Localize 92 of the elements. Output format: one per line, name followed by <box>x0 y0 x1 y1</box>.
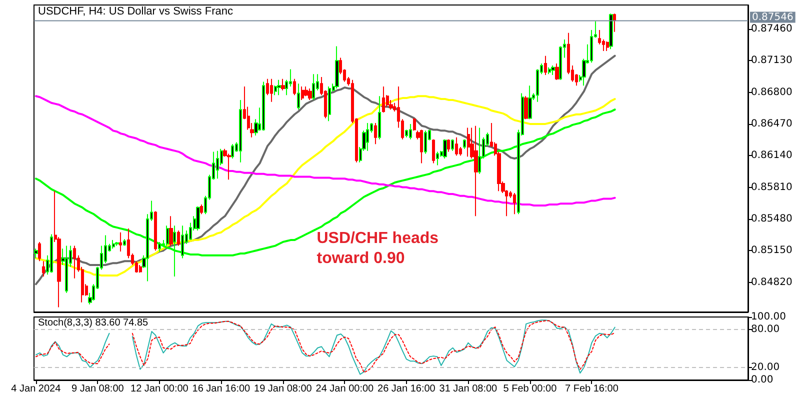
candlestick <box>366 122 369 152</box>
candlestick <box>389 99 393 110</box>
x-tick-label: 5 Feb 00:00 <box>503 384 558 394</box>
candlestick <box>196 206 200 231</box>
candlestick <box>139 264 142 274</box>
candlestick <box>166 225 169 246</box>
candlestick <box>73 245 76 279</box>
candlestick <box>528 85 532 120</box>
candlestick <box>42 260 45 278</box>
y-tick-label: 0.86800 <box>751 86 792 98</box>
line-series <box>34 54 616 286</box>
candlestick <box>169 216 173 246</box>
candlestick <box>382 86 385 113</box>
candlestick <box>609 13 613 50</box>
candlestick <box>328 86 331 122</box>
x-tick-label: 19 Jan 08:00 <box>254 384 312 394</box>
candlestick <box>463 138 466 150</box>
y-tick-label: 0.84820 <box>751 276 792 288</box>
ref-line-label: 0.87546 <box>752 12 794 24</box>
candlestick <box>65 245 68 294</box>
x-tick-label: 4 Jan 2024 <box>11 384 62 394</box>
x-tick-label: 31 Jan 08:00 <box>439 384 498 394</box>
candlestick <box>474 125 478 217</box>
y-tick-label: 80.00 <box>751 324 780 336</box>
y-tick-label: 0.85150 <box>751 245 792 256</box>
line-series <box>34 95 616 277</box>
y-tick-label: 0.85810 <box>751 182 792 193</box>
candlestick <box>451 138 454 152</box>
y-tick-label: 0.87130 <box>751 55 792 66</box>
candlestick <box>335 46 339 89</box>
candlestick <box>119 232 122 252</box>
candlestick <box>239 99 242 163</box>
candlestick <box>158 241 161 252</box>
candlestick <box>112 240 115 250</box>
x-tick-label: 9 Jan 08:00 <box>72 384 124 394</box>
y-tick-label: 0.86140 <box>751 150 792 162</box>
x-tick-label: 16 Jan 16:00 <box>192 384 251 394</box>
y-tick-label: 100.00 <box>751 312 786 322</box>
candlestick <box>513 192 516 215</box>
candlestick <box>443 138 447 159</box>
candlestick <box>378 96 381 140</box>
candlestick <box>293 78 296 96</box>
candlestick <box>467 127 470 158</box>
candlestick <box>436 151 439 166</box>
candlestick <box>420 129 423 164</box>
candlestick <box>374 122 377 145</box>
y-tick-label: 0.00 <box>751 374 774 386</box>
chart-title: Stoch(8,3,3) 83.60 74.85 <box>38 318 149 328</box>
candlestick <box>447 138 450 152</box>
candlestick <box>281 78 285 91</box>
candlestick <box>304 86 308 97</box>
y-tick-label: 20.00 <box>751 362 780 373</box>
candlestick <box>270 78 273 102</box>
candlestick <box>308 88 312 100</box>
candlestick <box>478 127 481 174</box>
x-tick-label: 7 Feb 16:00 <box>565 384 619 394</box>
candlestick <box>413 118 416 132</box>
x-tick-label: 26 Jan 16:00 <box>378 384 436 394</box>
y-tick-label: 0.85480 <box>751 213 792 224</box>
candlestick <box>50 234 53 274</box>
candlestick <box>544 55 547 76</box>
candlestick <box>301 86 304 100</box>
candlestick <box>551 64 555 76</box>
candlestick <box>297 83 300 110</box>
candlestick <box>227 153 231 180</box>
candlestick <box>548 66 551 75</box>
candlestick <box>38 241 41 262</box>
candlestick <box>312 74 315 100</box>
candlestick <box>262 81 265 132</box>
line-series <box>34 95 616 207</box>
x-tick-label: 12 Jan 00:00 <box>130 384 189 394</box>
candlestick <box>409 123 412 140</box>
candlestick <box>613 13 616 32</box>
candlestick <box>277 79 281 96</box>
candlestick <box>424 130 427 154</box>
candlestick <box>123 238 126 246</box>
candlestick <box>154 210 157 252</box>
candlestick <box>115 241 119 246</box>
y-tick-label: 0.86470 <box>751 118 792 130</box>
candlestick <box>524 96 528 120</box>
candlestick <box>216 150 219 180</box>
x-tick-label: 24 Jan 00:00 <box>316 384 374 394</box>
candlestick <box>455 136 458 156</box>
candlestick <box>606 40 609 52</box>
candlestick <box>432 138 435 164</box>
candlestick <box>231 144 234 159</box>
annotation: USD/CHF heads toward 0.90 <box>316 230 443 267</box>
chart-title: USDCHF, H4: US Dollar vs Swiss Franc <box>38 6 234 18</box>
candlestick <box>555 63 559 80</box>
y-tick-label: 0.87460 <box>751 23 792 34</box>
candlestick <box>200 204 203 215</box>
candlestick <box>177 230 180 246</box>
